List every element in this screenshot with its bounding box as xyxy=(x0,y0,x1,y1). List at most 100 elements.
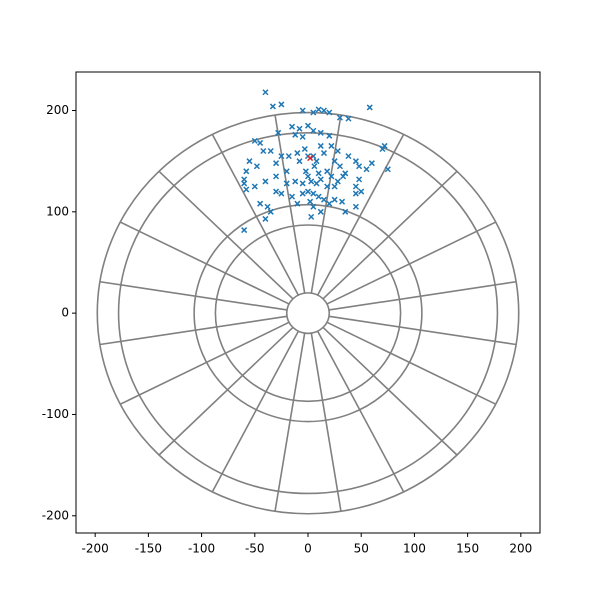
point xyxy=(352,183,359,190)
point xyxy=(336,114,343,121)
point xyxy=(302,168,309,175)
board-wire xyxy=(99,280,288,311)
point xyxy=(269,103,276,110)
board-ring xyxy=(117,131,499,495)
point xyxy=(283,180,290,187)
point xyxy=(299,190,306,197)
board-wire xyxy=(119,321,290,405)
y-tick-label: 100 xyxy=(46,204,69,218)
board-wire xyxy=(310,114,342,294)
point xyxy=(334,147,341,155)
point xyxy=(345,115,352,122)
board-wire xyxy=(322,170,458,300)
point xyxy=(283,168,290,175)
point xyxy=(304,188,312,195)
x-tick-label: -150 xyxy=(135,542,162,556)
point xyxy=(326,132,333,139)
point xyxy=(241,227,248,234)
point xyxy=(331,196,338,203)
point xyxy=(299,180,306,187)
point xyxy=(273,160,280,167)
point xyxy=(292,178,299,185)
point xyxy=(352,190,359,197)
x-tick-label: -50 xyxy=(245,542,265,556)
point xyxy=(307,155,314,162)
point xyxy=(278,153,285,160)
point xyxy=(267,147,274,155)
board-wire xyxy=(119,221,290,305)
point xyxy=(352,158,359,165)
point xyxy=(352,203,359,210)
point xyxy=(311,163,318,170)
point xyxy=(289,123,296,130)
point xyxy=(356,176,363,183)
board-wire xyxy=(99,315,288,346)
point xyxy=(308,213,315,220)
point xyxy=(310,190,317,197)
point xyxy=(317,208,324,215)
point xyxy=(301,145,308,153)
x-tick-label: -100 xyxy=(188,542,215,556)
point xyxy=(356,163,363,170)
point xyxy=(262,215,269,222)
point xyxy=(308,178,315,185)
point xyxy=(328,173,335,180)
point xyxy=(296,125,303,132)
point xyxy=(243,168,250,175)
point xyxy=(366,104,373,111)
point xyxy=(310,109,317,116)
point xyxy=(331,158,338,165)
point xyxy=(304,173,312,180)
board-wire xyxy=(158,326,294,456)
point xyxy=(310,203,317,210)
point xyxy=(326,109,333,116)
point xyxy=(340,173,347,180)
board-wire xyxy=(211,330,300,493)
point xyxy=(310,153,317,160)
point xyxy=(296,158,303,165)
point xyxy=(313,158,320,165)
point xyxy=(368,160,375,167)
point xyxy=(294,150,301,157)
board-wire xyxy=(274,333,306,512)
point xyxy=(336,163,343,170)
point xyxy=(317,142,324,149)
point xyxy=(275,129,282,136)
board-wire xyxy=(158,170,294,300)
point xyxy=(331,183,338,190)
board-wire xyxy=(310,333,342,512)
y-tick-label: -100 xyxy=(42,407,69,421)
point xyxy=(267,208,274,215)
point xyxy=(257,139,264,146)
point xyxy=(320,107,327,114)
point xyxy=(310,127,317,134)
point xyxy=(262,178,269,185)
board-ring xyxy=(285,292,331,335)
point xyxy=(289,193,296,200)
y-tick-label: -200 xyxy=(42,508,69,522)
point xyxy=(345,153,352,160)
board-wire xyxy=(274,114,306,294)
board-wire xyxy=(211,134,300,296)
board-ring xyxy=(214,224,402,403)
x-tick-label: 100 xyxy=(403,542,426,556)
point xyxy=(307,198,314,205)
point xyxy=(384,166,391,173)
point xyxy=(315,193,322,200)
board-wire xyxy=(322,326,458,456)
board-wire xyxy=(326,221,497,305)
point xyxy=(278,101,285,108)
point xyxy=(320,196,327,203)
point xyxy=(324,168,331,175)
point xyxy=(324,183,331,190)
point xyxy=(317,129,324,136)
point xyxy=(299,107,306,114)
point xyxy=(315,170,322,177)
point xyxy=(253,163,260,170)
board-wire xyxy=(316,330,405,493)
point xyxy=(326,200,333,207)
point xyxy=(285,153,292,160)
point xyxy=(273,188,280,195)
dartboard xyxy=(96,111,520,515)
